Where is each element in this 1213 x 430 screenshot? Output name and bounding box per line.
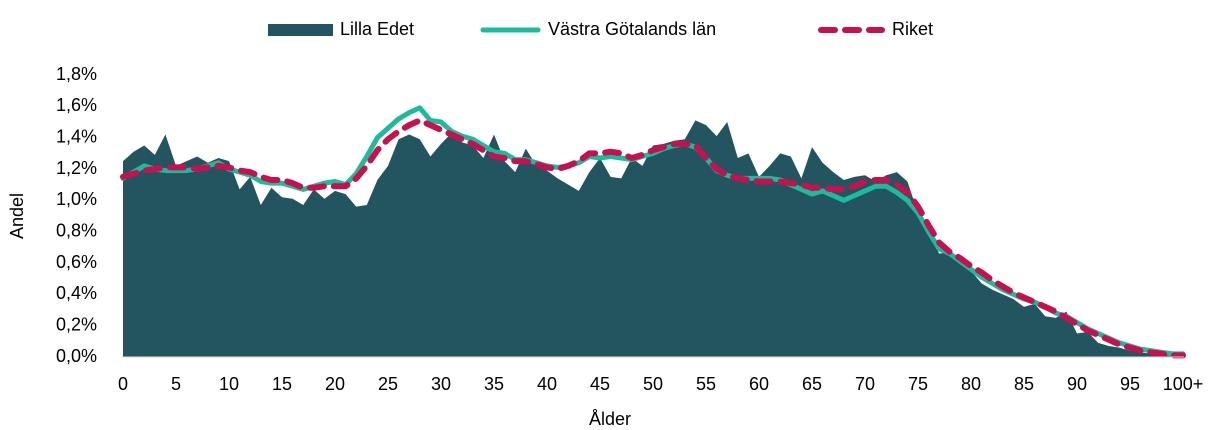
- y-tick-label: 1,2%: [56, 158, 97, 178]
- y-tick-label: 1,8%: [56, 64, 97, 84]
- x-tick-label: 0: [118, 374, 128, 394]
- x-tick-label: 55: [696, 374, 716, 394]
- y-tick-label: 0,4%: [56, 283, 97, 303]
- x-tick-label: 70: [855, 374, 875, 394]
- x-axis-title: Ålder: [589, 409, 631, 429]
- y-tick-label: 1,6%: [56, 95, 97, 115]
- line: [120, 117, 1186, 359]
- y-axis-title: Andel: [7, 193, 27, 239]
- x-tick-label: 40: [537, 374, 557, 394]
- y-tick-label: 0,6%: [56, 252, 97, 272]
- y-tick-label: 1,0%: [56, 189, 97, 209]
- x-tick-label: 80: [961, 374, 981, 394]
- legend-label: Lilla Edet: [340, 19, 414, 39]
- legend-label: Västra Götalands län: [548, 19, 716, 39]
- y-tick-label: 0,0%: [56, 346, 97, 366]
- x-tick-label: 15: [272, 374, 292, 394]
- x-tick-label: 60: [749, 374, 769, 394]
- x-tick-label: 100+: [1163, 374, 1204, 394]
- x-tick-label: 25: [378, 374, 398, 394]
- y-tick-label: 1,4%: [56, 126, 97, 146]
- x-tick-label: 50: [643, 374, 663, 394]
- legend-swatch: [268, 24, 333, 36]
- x-tick-label: 65: [802, 374, 822, 394]
- x-tick-label: 45: [590, 374, 610, 394]
- x-tick-label: 85: [1014, 374, 1034, 394]
- x-tick-label: 20: [325, 374, 345, 394]
- legend-label: Riket: [892, 19, 933, 39]
- x-tick-label: 30: [431, 374, 451, 394]
- x-tick-label: 95: [1120, 374, 1140, 394]
- x-tick-label: 5: [171, 374, 181, 394]
- area: [123, 120, 1183, 357]
- y-tick-label: 0,2%: [56, 314, 97, 334]
- x-tick-label: 90: [1067, 374, 1087, 394]
- x-tick-label: 75: [908, 374, 928, 394]
- y-tick-label: 0,8%: [56, 220, 97, 240]
- x-tick-label: 10: [219, 374, 239, 394]
- x-tick-label: 35: [484, 374, 504, 394]
